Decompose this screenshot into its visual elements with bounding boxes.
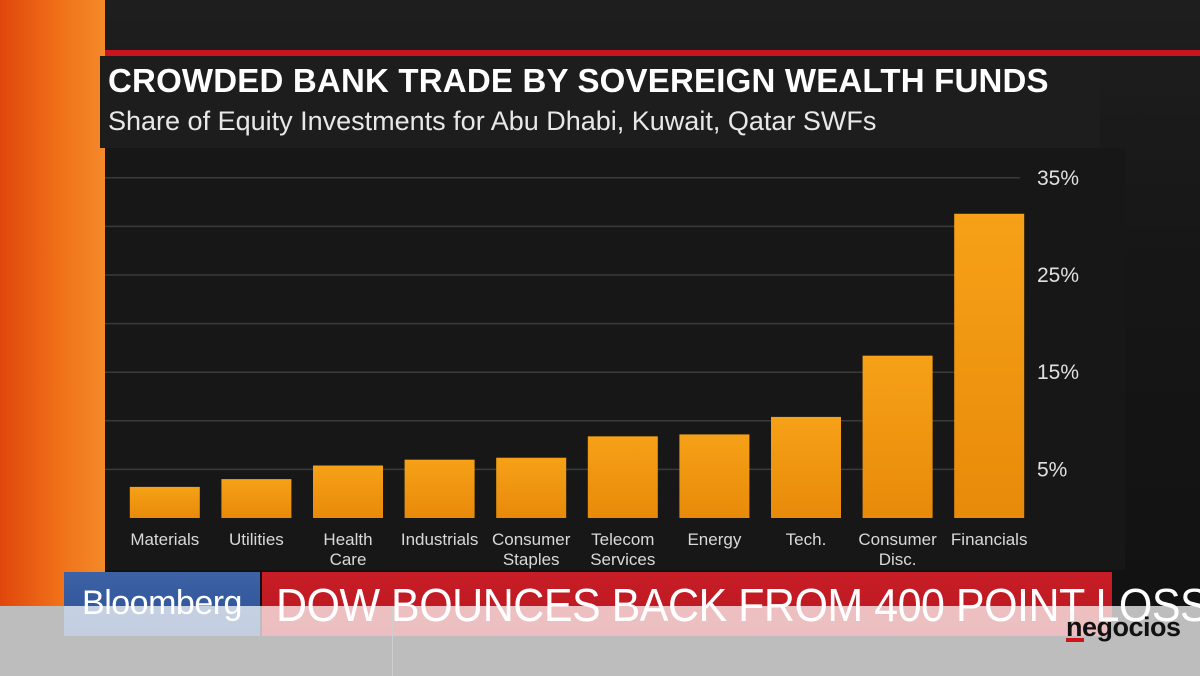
x-label-9: Financials	[951, 530, 1028, 549]
y-tick-label-0: 5%	[1037, 458, 1067, 481]
x-label-1: Utilities	[229, 530, 284, 549]
x-label-6: Energy	[687, 530, 741, 549]
negocios-logo-mark	[1066, 638, 1084, 642]
chart-title: CROWDED BANK TRADE BY SOVEREIGN WEALTH F…	[108, 62, 1049, 99]
x-label-5: Telecom Services	[590, 530, 655, 569]
grid-lines	[105, 177, 1020, 471]
bar-9	[954, 213, 1025, 518]
title-panel	[100, 56, 1100, 148]
bar-5	[587, 436, 658, 518]
bar-0	[129, 486, 200, 518]
x-label-7: Tech.	[786, 530, 827, 549]
bars	[129, 213, 1025, 518]
watermark-overlay	[0, 606, 1200, 676]
bar-1	[221, 479, 292, 518]
y-tick-label-1: 15%	[1037, 361, 1079, 384]
red-accent-line	[105, 50, 1200, 56]
bar-chart: 5% 15% 25% 35% Materials Utilities Health Care…	[105, 167, 1079, 569]
x-label-0: Materials	[130, 530, 199, 549]
bar-6	[679, 434, 750, 518]
chart-subtitle: Share of Equity Investments for Abu Dhab…	[108, 106, 877, 136]
x-label-3: Industrials	[401, 530, 478, 549]
y-tick-label-3: 35%	[1037, 167, 1079, 190]
x-label-2: Health Care	[323, 530, 372, 569]
x-label-4: Consumer Staples	[492, 530, 571, 569]
plot-area: 5% 15% 25% 35% Materials Utilities Health Care…	[105, 148, 1125, 570]
x-axis-labels: Materials Utilities Health Care Industrials C…	[130, 530, 1027, 569]
y-tick-label-2: 25%	[1037, 264, 1079, 287]
bar-3	[404, 459, 475, 518]
negocios-logo: negocios	[1066, 612, 1181, 642]
bar-7	[771, 416, 841, 518]
x-label-8: Consumer Disc.	[858, 530, 937, 569]
bar-8	[862, 355, 933, 518]
bar-2	[313, 465, 383, 518]
bar-4	[496, 457, 567, 518]
orange-side-panel	[0, 0, 105, 606]
y-axis-ticks: 5% 15% 25% 35%	[1037, 167, 1079, 482]
overlay-divider	[392, 606, 393, 676]
